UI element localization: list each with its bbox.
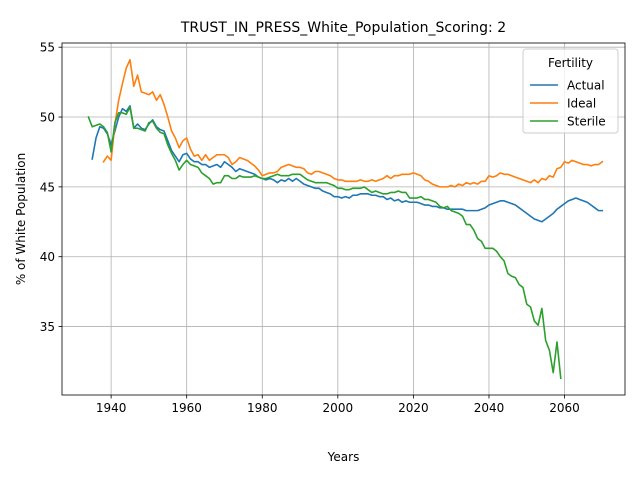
series-lines (87, 58, 604, 380)
x-tick-label: 1940 (96, 401, 127, 415)
y-axis-label: % of White Population (14, 153, 28, 285)
chart-title: TRUST_IN_PRESS_White_Population_Scoring:… (180, 20, 506, 36)
legend-label-actual: Actual (567, 79, 605, 93)
axis-ticks: 1940 1960 1980 2000 2020 2040 2060 35 40 45 50 55 (40, 41, 580, 415)
x-tick-label: 2040 (474, 401, 505, 415)
y-tick-label: 35 (40, 320, 55, 334)
plot-frame (61, 42, 626, 396)
legend-label-sterile: Sterile (567, 115, 606, 129)
x-tick-label: 2000 (323, 401, 354, 415)
x-axis-label: Years (327, 450, 360, 464)
y-tick-label: 45 (40, 180, 55, 194)
series-line-sterile (87, 106, 562, 380)
y-tick-label: 55 (40, 41, 55, 55)
legend-title: Fertility (548, 56, 593, 70)
x-tick-label: 2020 (398, 401, 429, 415)
legend-label-ideal: Ideal (567, 97, 596, 111)
x-tick-label: 1960 (171, 401, 202, 415)
x-tick-label: 1980 (247, 401, 278, 415)
series-line-actual (91, 105, 604, 223)
legend: Fertility Actual Ideal Sterile (522, 48, 619, 134)
x-tick-label: 2060 (549, 401, 580, 415)
y-tick-label: 50 (40, 111, 55, 125)
series-line-ideal (102, 58, 604, 188)
y-tick-label: 40 (40, 250, 55, 264)
legend-box (522, 48, 619, 134)
